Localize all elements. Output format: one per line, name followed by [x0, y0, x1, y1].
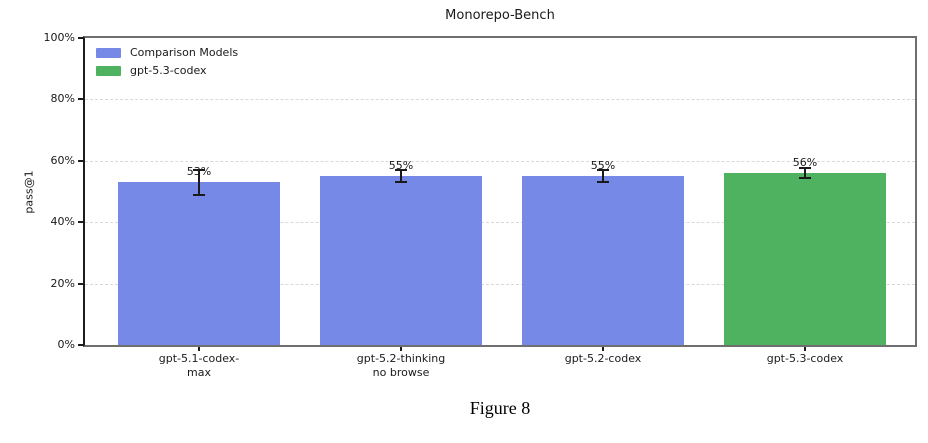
error-bar-cap	[597, 169, 609, 171]
x-tick-label: gpt-5.2-thinking no browse	[356, 352, 446, 380]
gridline	[85, 160, 915, 162]
error-bar	[602, 170, 604, 183]
bar-value-label: 55%	[388, 159, 414, 173]
y-tick-mark	[78, 37, 83, 39]
error-bar-cap	[193, 169, 205, 171]
chart-title: Monorepo-Bench	[445, 8, 555, 23]
error-bar	[400, 170, 402, 183]
legend: Comparison Models gpt-5.3-codex	[96, 46, 238, 77]
y-tick-mark	[78, 344, 83, 346]
legend-entry: gpt-5.3-codex	[96, 64, 238, 77]
figure-caption: Figure 8	[469, 398, 531, 418]
bar	[522, 176, 684, 345]
y-tick-label: 80%	[50, 92, 75, 106]
y-tick-label: 0%	[57, 338, 75, 351]
bar	[118, 182, 280, 345]
y-tick-mark	[78, 282, 83, 285]
gridline	[85, 222, 915, 224]
x-tick-label: gpt-5.2-codex	[564, 352, 642, 365]
x-tick-mark	[602, 347, 604, 351]
error-bar-cap	[597, 181, 609, 184]
bar-value-label: 55%	[590, 159, 616, 173]
y-tick-mark	[78, 98, 83, 101]
error-bar-cap	[799, 176, 811, 179]
y-tick-mark	[78, 159, 83, 162]
error-bar-cap	[395, 181, 407, 184]
x-tick-mark	[804, 347, 806, 351]
x-tick-mark	[198, 347, 200, 351]
gridline	[85, 99, 915, 101]
x-tick-label: gpt-5.3-codex	[766, 352, 844, 365]
bar	[724, 173, 886, 345]
y-tick-mark	[78, 221, 83, 224]
plot-area: pass@1 53%55%55%56% 0%20%40%60%80%100%gp…	[23, 31, 917, 379]
legend-label: Comparison Models	[130, 46, 239, 59]
error-bar-cap	[395, 169, 407, 171]
y-tick-label: 20%	[50, 276, 75, 290]
legend-entry: Comparison Models	[96, 46, 238, 59]
error-bar-cap	[193, 193, 205, 196]
gridline	[85, 283, 915, 285]
x-tick-mark	[400, 347, 402, 351]
bar-value-label: 56%	[792, 156, 818, 170]
error-bar	[198, 170, 200, 195]
error-bar-cap	[799, 167, 811, 170]
y-axis-label: pass@1	[22, 169, 36, 214]
legend-swatch	[96, 65, 121, 76]
y-tick-label: 100%	[43, 31, 75, 44]
legend-swatch	[96, 47, 121, 58]
legend-label: gpt-5.3-codex	[130, 64, 207, 77]
y-tick-label: 60%	[50, 153, 75, 167]
x-tick-label: gpt-5.1-codex- max	[158, 352, 240, 380]
error-bar	[804, 168, 806, 178]
bar	[320, 176, 482, 345]
y-tick-label: 40%	[50, 215, 75, 229]
